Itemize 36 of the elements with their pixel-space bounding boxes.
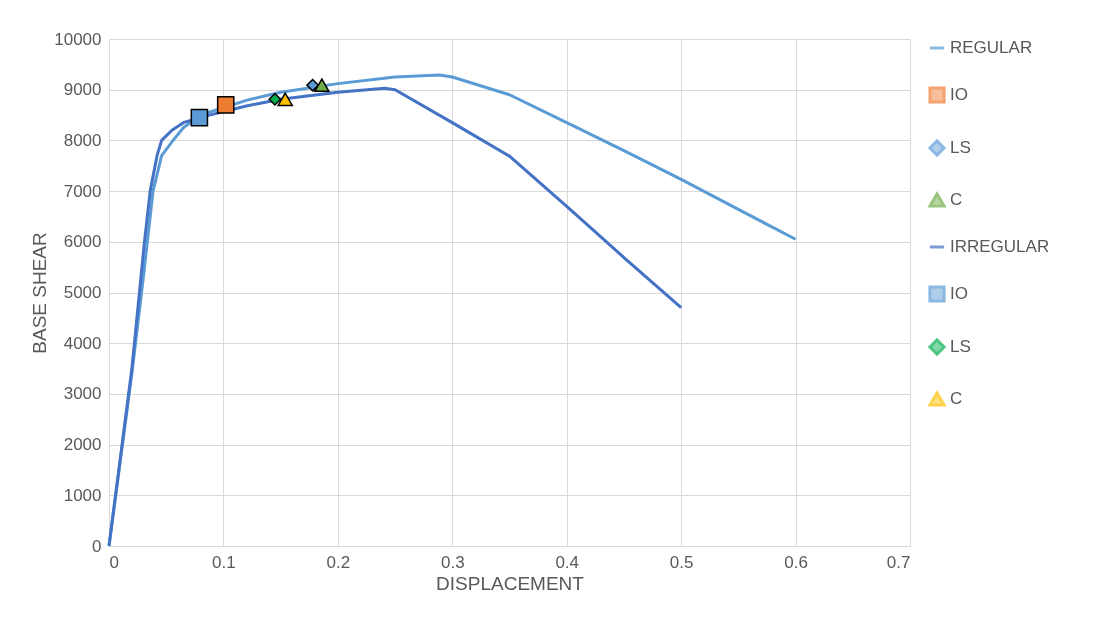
x-tick-label: 0.4 [555,552,580,572]
y-tick-label: 5000 [63,283,102,302]
x-tick-label: 0.2 [326,552,351,572]
legend-label: IO [950,284,968,303]
y-tick-label: 1000 [63,485,102,505]
legend-label: C [950,190,963,209]
y-tick-label: 6000 [63,232,102,252]
y-tick-label: 3000 [63,384,102,404]
y-tick-label: 10000 [54,29,102,49]
y-tick-label: 2000 [63,435,102,455]
legend-label: IRREGULAR [950,237,1050,256]
x-tick-label: 0.6 [784,552,808,572]
line-series [107,86,683,548]
legend-label: LS [950,337,971,356]
point [306,78,320,92]
legend-label: IO [950,85,968,104]
point [314,78,330,93]
y-tick-label: 0 [92,536,102,556]
y-tick-label: 9000 [63,80,102,100]
y-axis-title: BASE SHEAR [29,232,51,354]
point [216,96,235,114]
x-tick-label: 0.1 [212,552,236,572]
x-tick-label: 0.3 [440,552,465,572]
point [268,92,282,106]
legend-label: REGULAR [950,38,1033,57]
legend-label: LS [950,138,971,157]
y-tick-label: 7000 [63,181,102,201]
x-tick-label: 0 [109,552,119,572]
x-tick-label: 0.7 [886,552,911,572]
x-tick-label: 0.5 [669,552,694,572]
legend-label: C [950,389,963,408]
point [277,92,294,107]
point [190,108,209,127]
y-tick-label: 4000 [63,333,102,353]
x-axis-title: DISPLACEMENT [436,572,585,594]
y-tick-label: 8000 [63,130,102,150]
